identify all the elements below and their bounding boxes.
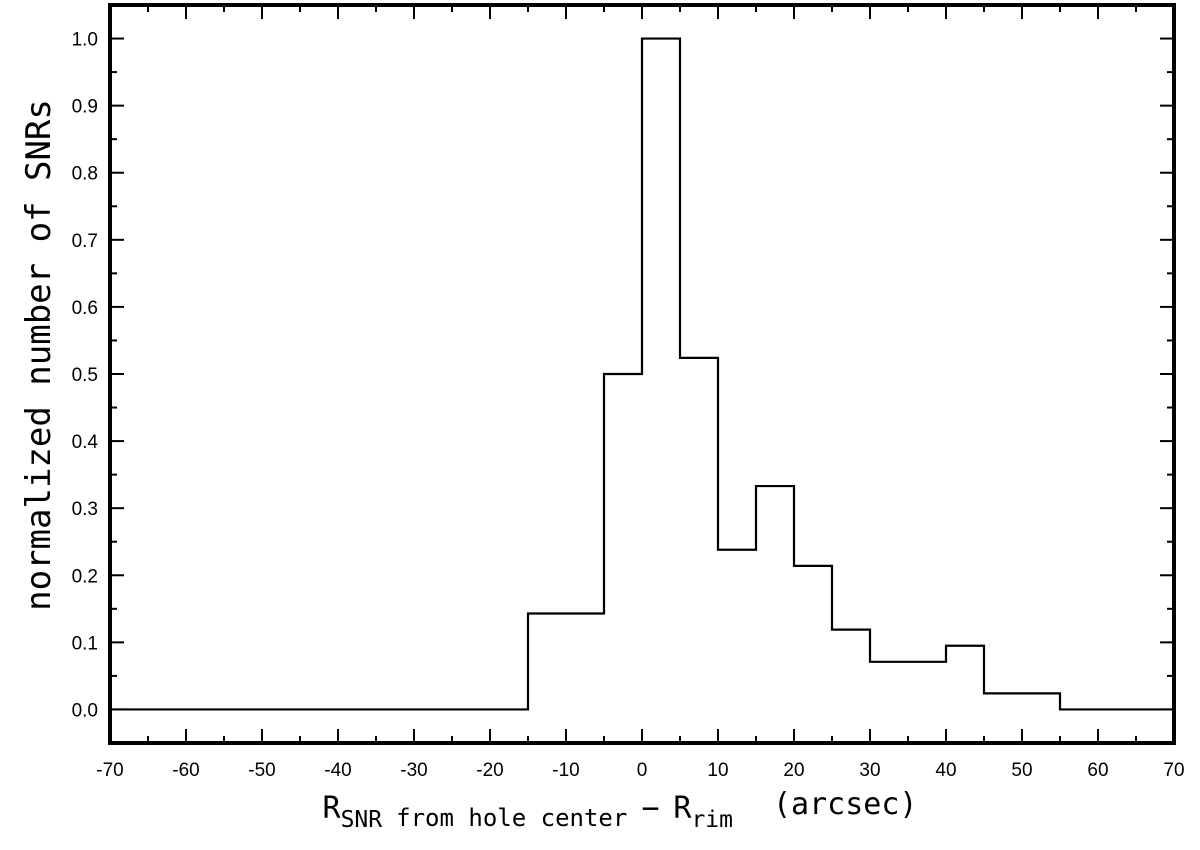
tick-labels: -70 -60 -50 -40 -30 -20 -10 0 10 20 30 40 50 60 70 0.0 0…: [72, 30, 1185, 781]
y-tick-label: 0.7: [72, 231, 98, 252]
x-axis-title-minus: −: [641, 791, 659, 826]
histogram-bar: [718, 550, 756, 710]
x-tick-label: 30: [859, 760, 880, 781]
y-tick-label: 0.0: [72, 700, 98, 721]
x-axis-title-r-rim: R: [673, 791, 692, 826]
x-tick-label: 60: [1087, 760, 1108, 781]
histogram-bar: [680, 358, 718, 710]
x-tick-label: 0: [637, 760, 648, 781]
x-tick-label: 50: [1011, 760, 1032, 781]
x-tick-label: 70: [1163, 760, 1184, 781]
y-tick-label: 0.2: [72, 566, 98, 587]
histogram-bar: [870, 662, 946, 710]
plot-frame: [108, 3, 1176, 745]
y-tick-label: 0.1: [72, 633, 98, 654]
x-tick-label: -60: [172, 760, 199, 781]
histogram-bar: [946, 646, 984, 710]
x-tick-label: 40: [935, 760, 956, 781]
x-axis-title-rim-subscript: rim: [691, 807, 733, 833]
x-tick-label: -30: [400, 760, 427, 781]
x-tick-label: 20: [783, 760, 804, 781]
y-tick-label: 0.9: [72, 97, 98, 118]
y-tick-label: 0.5: [72, 365, 98, 386]
histogram-bar: [756, 486, 794, 709]
histogram-bar: [984, 693, 1060, 709]
histogram-bar: [794, 566, 832, 710]
x-tick-label: -20: [476, 760, 503, 781]
y-axis-title: normalized number of SNRs: [19, 99, 59, 611]
x-axis-title-r-snr: R: [323, 791, 342, 826]
x-tick-label: -70: [96, 760, 123, 781]
y-tick-label: 1.0: [72, 30, 98, 51]
x-axis-title-snr-subscript: SNR: [341, 807, 383, 833]
x-tick-label: -50: [248, 760, 275, 781]
x-axis-title-units: (arcsec): [773, 787, 918, 822]
histogram-bar: [528, 614, 604, 710]
histogram-outline: [110, 37, 1174, 711]
histogram-bar: [642, 39, 680, 710]
histogram-bar: [604, 374, 642, 709]
y-tick-label: 0.6: [72, 298, 98, 319]
x-tick-label: -10: [552, 760, 579, 781]
x-axis-title: RSNR from hole center − Rrim (arcsec): [323, 787, 918, 833]
x-tick-label: -40: [324, 760, 351, 781]
x-tick-label: 10: [707, 760, 728, 781]
y-tick-label: 0.3: [72, 499, 98, 520]
x-axis-title-from-hole-center: from hole center: [396, 804, 627, 832]
y-tick-label: 0.4: [72, 432, 99, 453]
histogram-bar: [832, 630, 870, 710]
y-tick-label: 0.8: [72, 164, 98, 185]
